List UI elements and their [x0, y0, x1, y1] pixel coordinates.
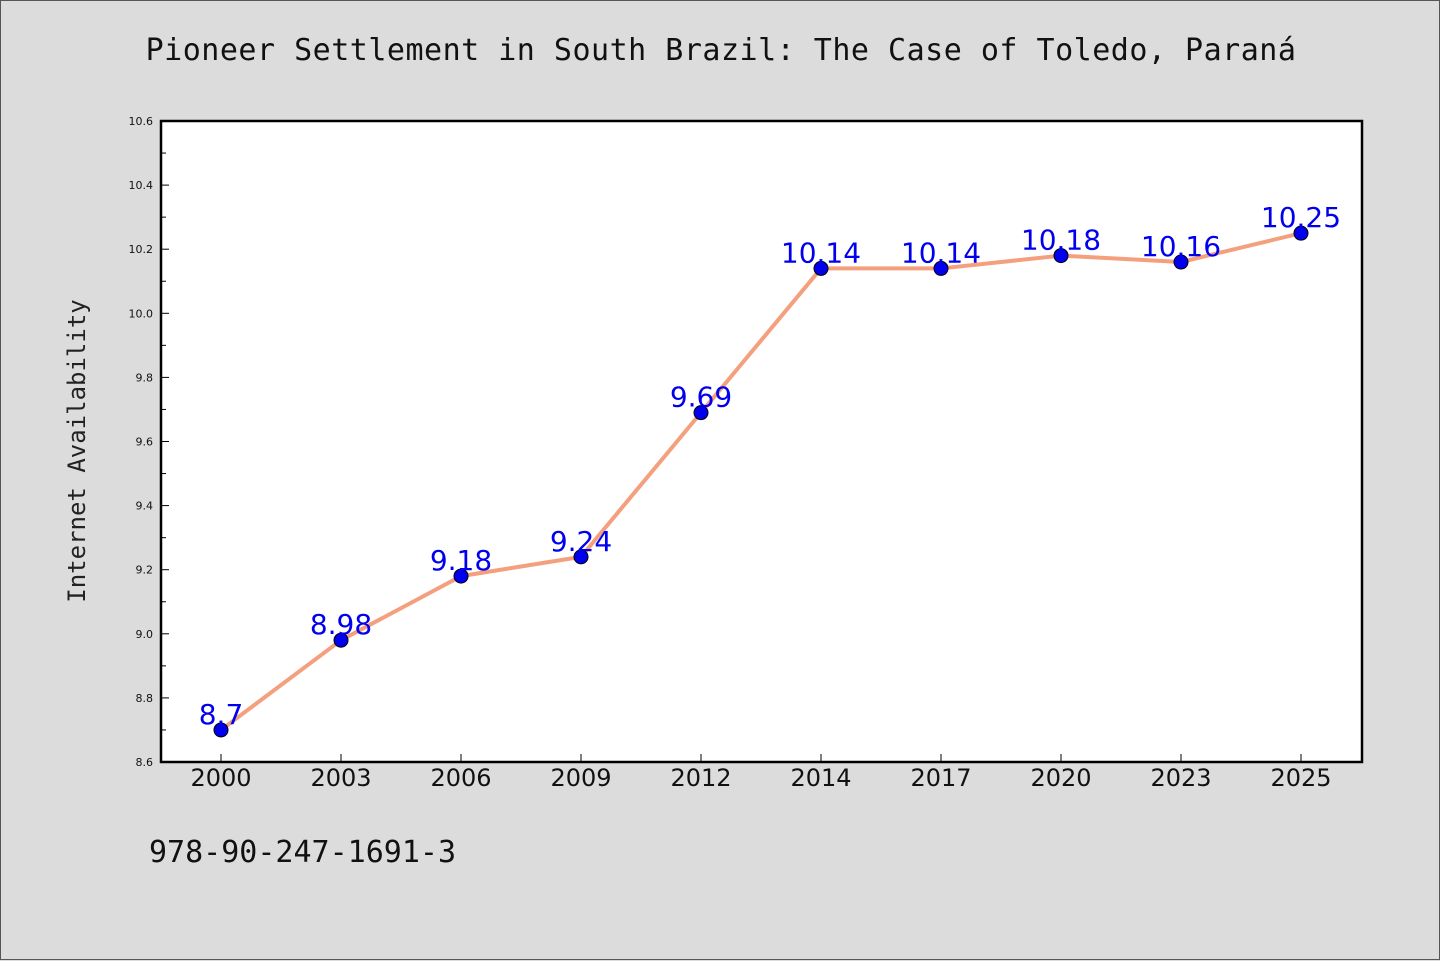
- y-tick-label: 9.8: [136, 371, 154, 384]
- plot-background: [161, 121, 1362, 762]
- x-tick-label: 2014: [790, 764, 851, 792]
- x-tick-label: 2006: [430, 764, 491, 792]
- data-label: 10.14: [901, 236, 981, 269]
- x-tick-label: 2009: [550, 764, 611, 792]
- data-point: [813, 260, 829, 276]
- data-point: [213, 722, 229, 738]
- data-label: 10.18: [1021, 224, 1101, 257]
- data-point: [453, 568, 469, 584]
- data-point: [333, 632, 349, 648]
- data-label: 9.24: [550, 525, 612, 558]
- y-tick-label: 10.0: [129, 307, 154, 320]
- data-point: [1173, 254, 1189, 270]
- data-label: 9.69: [670, 381, 732, 414]
- y-tick-label: 9.0: [136, 628, 154, 641]
- x-tick-label: 2017: [910, 764, 971, 792]
- axes-layer: 8.6 8.8 9.0 9.2 9.4 9.6 9.8 10.0 10.2 10.4 10.6 200…: [129, 115, 1364, 792]
- data-label: 8.7: [199, 698, 244, 731]
- y-tick-label: 10.2: [129, 243, 154, 256]
- data-point: [693, 405, 709, 421]
- x-tick-label: 2000: [190, 764, 251, 792]
- series-layer: [213, 225, 1309, 738]
- x-tick-label: 2020: [1030, 764, 1091, 792]
- x-tick-label: 2025: [1270, 764, 1331, 792]
- footer-code: 978-90-247-1691-3: [149, 835, 457, 870]
- data-point: [933, 260, 949, 276]
- y-tick-label: 9.2: [136, 564, 154, 577]
- chart-title: Pioneer Settlement in South Brazil: The …: [145, 33, 1297, 68]
- labels-layer: 8.7 8.98 9.18 9.24 9.69 10.14 10.14 10.18 10.16 1…: [199, 201, 1341, 731]
- x-tick-label: 2012: [670, 764, 731, 792]
- data-label: 10.16: [1141, 230, 1221, 263]
- data-label: 10.25: [1261, 201, 1341, 234]
- data-label: 8.98: [310, 608, 372, 641]
- y-tick-label: 9.4: [136, 500, 154, 513]
- x-tick-label: 2023: [1150, 764, 1211, 792]
- data-point: [1053, 248, 1069, 264]
- data-label: 9.18: [430, 544, 492, 577]
- data-point: [1293, 225, 1309, 241]
- data-point: [573, 549, 589, 565]
- series-line: [219, 231, 1303, 732]
- y-tick-label: 10.6: [129, 115, 154, 128]
- y-tick-label: 10.4: [129, 179, 154, 192]
- y-tick-label: 9.6: [136, 436, 154, 449]
- data-label: 10.14: [781, 236, 861, 269]
- y-tick-label: 8.8: [136, 692, 154, 705]
- y-tick-label: 8.6: [136, 756, 154, 769]
- x-tick-label: 2003: [310, 764, 371, 792]
